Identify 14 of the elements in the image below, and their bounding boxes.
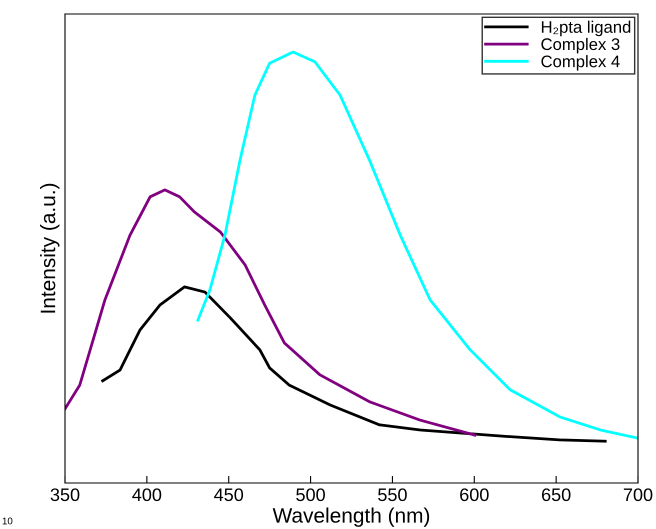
- x-tick-label: 600: [460, 488, 489, 502]
- y-axis-title: Intensity (a.u.): [40, 184, 60, 313]
- legend-label: Complex 4: [541, 55, 620, 71]
- text: 10: [2, 518, 12, 524]
- x-tick-label: 450: [214, 488, 244, 502]
- x-tick-label: 550: [378, 488, 407, 502]
- x-tick-label: 650: [542, 488, 570, 502]
- x-tick-label: 350: [50, 488, 80, 502]
- legend-label: Complex 3: [541, 38, 620, 54]
- x-axis-title: Wavelength (nm): [272, 507, 430, 527]
- x-tick-label: 700: [624, 488, 652, 502]
- x-tick-label: 500: [296, 488, 325, 502]
- legend-label: H₂pta ligand: [542, 20, 630, 36]
- x-tick-label: 400: [132, 488, 162, 502]
